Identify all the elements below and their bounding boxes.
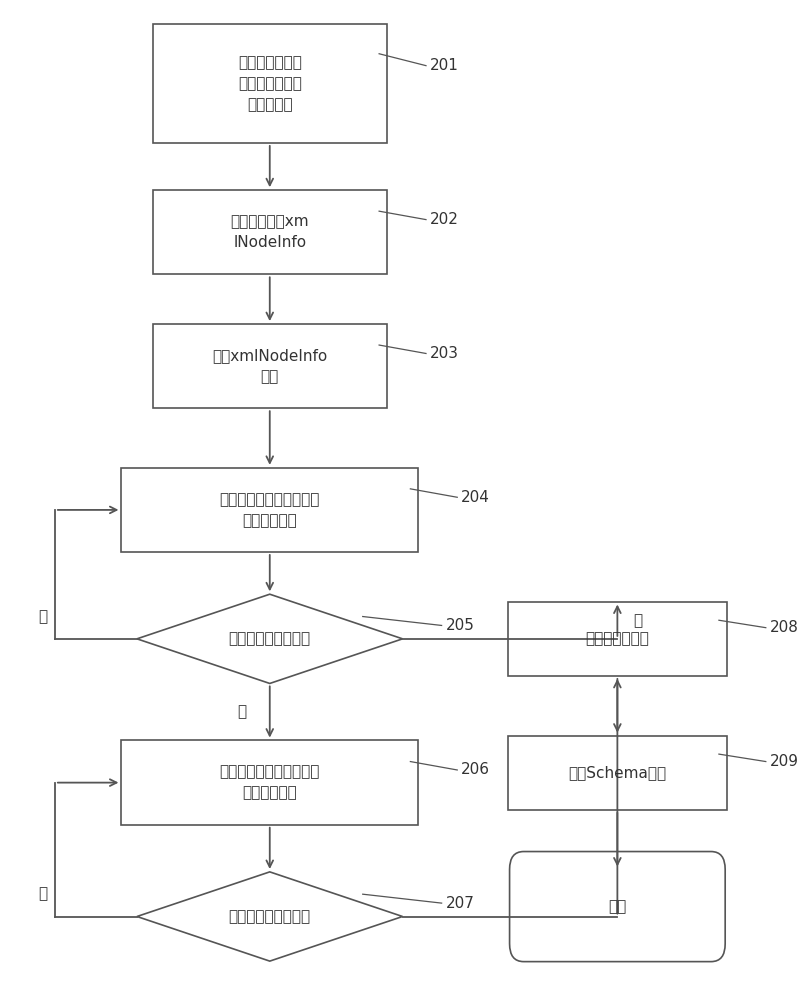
Text: 204: 204 xyxy=(461,490,490,505)
FancyBboxPatch shape xyxy=(508,602,727,676)
FancyBboxPatch shape xyxy=(152,324,387,408)
Polygon shape xyxy=(137,872,402,961)
Text: 第三节点编写完成？: 第三节点编写完成？ xyxy=(229,631,311,646)
Text: 通过弹出窗口获
取用户输入的节
点属性数据: 通过弹出窗口获 取用户输入的节 点属性数据 xyxy=(238,55,301,112)
Text: 203: 203 xyxy=(430,346,459,361)
FancyBboxPatch shape xyxy=(152,24,387,143)
Text: 209: 209 xyxy=(770,754,799,769)
Polygon shape xyxy=(137,594,402,683)
Text: 201: 201 xyxy=(430,58,459,73)
Text: 编写根节点信息: 编写根节点信息 xyxy=(585,631,650,646)
FancyBboxPatch shape xyxy=(122,468,418,552)
Text: 使用循环语句，逐个编写
第二节点信息: 使用循环语句，逐个编写 第二节点信息 xyxy=(219,765,320,801)
Text: 否: 否 xyxy=(39,887,48,902)
Text: 是: 是 xyxy=(237,704,247,719)
FancyBboxPatch shape xyxy=(122,740,418,825)
Text: 生成节点实例xm
lNodeInfo: 生成节点实例xm lNodeInfo xyxy=(231,214,309,250)
Text: 206: 206 xyxy=(461,762,490,777)
Text: 第二节点编写完成？: 第二节点编写完成？ xyxy=(229,909,311,924)
Text: 208: 208 xyxy=(770,620,799,635)
Text: 205: 205 xyxy=(446,618,475,633)
Text: 202: 202 xyxy=(430,212,459,227)
Text: 207: 207 xyxy=(446,896,475,911)
Text: 是: 是 xyxy=(633,613,642,628)
FancyBboxPatch shape xyxy=(508,736,727,810)
Text: 解析xmlNodeInfo
数据: 解析xmlNodeInfo 数据 xyxy=(212,348,327,384)
Text: 否: 否 xyxy=(39,609,48,624)
FancyBboxPatch shape xyxy=(509,852,725,962)
Text: 使用循环语句，逐个编写
第三节点信息: 使用循环语句，逐个编写 第三节点信息 xyxy=(219,492,320,528)
Text: 生成Schema文件: 生成Schema文件 xyxy=(568,765,667,780)
Text: 结束: 结束 xyxy=(609,899,626,914)
FancyBboxPatch shape xyxy=(152,190,387,274)
